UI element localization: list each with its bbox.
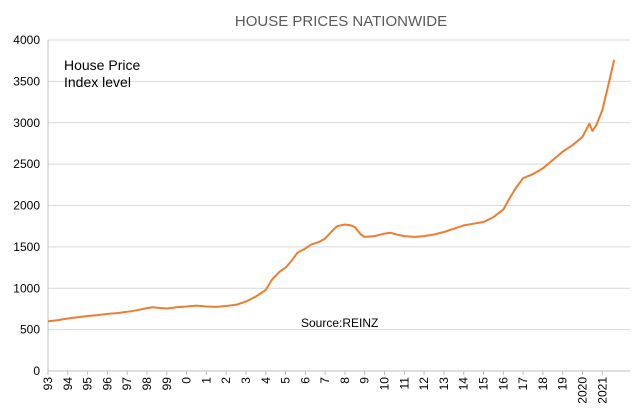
y-tick-label: 1500 (13, 240, 40, 254)
x-tick-label: 93 (41, 377, 55, 391)
x-tick-label: 17 (516, 377, 530, 391)
x-tick-label: 18 (536, 377, 550, 391)
y-tick-label: 1000 (13, 281, 40, 295)
x-tick-label: 98 (140, 377, 154, 391)
x-tick-label: 16 (496, 377, 510, 391)
y-tick-label: 2500 (13, 157, 40, 171)
gridlines (48, 39, 630, 331)
y-tick-label: 0 (33, 364, 40, 378)
x-tick-label: 15 (477, 377, 491, 391)
y-axis: 0 500 1000 1500 2000 2500 3000 3500 4000 (13, 33, 49, 378)
x-tick-label: 2020 (575, 377, 589, 404)
x-tick-label: 13 (437, 377, 451, 391)
annotation-line-2: Index level (64, 74, 131, 90)
x-tick-label: 96 (100, 377, 114, 391)
x-tick-label: 7 (318, 377, 332, 384)
chart-title: HOUSE PRICES NATIONWIDE (235, 13, 447, 30)
x-tick-label: 99 (160, 377, 174, 391)
source-label: Source:REINZ (301, 316, 378, 330)
y-tick-label: 3000 (13, 116, 40, 130)
x-tick-label: 1 (199, 377, 213, 384)
series-line-0 (47, 59, 616, 323)
y-tick-label: 2000 (13, 199, 40, 213)
series-lines (47, 59, 616, 323)
x-axis: 93 94 95 96 97 98 99 0 1 2 3 4 5 6 7 8 9 10 11 12 13 14 15 16 17… (41, 370, 630, 404)
x-tick-label: 19 (556, 377, 570, 391)
x-tick-label: 5 (279, 377, 293, 384)
annotation-line-1: House Price (64, 57, 140, 73)
x-tick-label: 2 (219, 377, 233, 384)
x-tick-label: 14 (457, 377, 471, 391)
x-tick-label: 6 (298, 377, 312, 384)
x-tick-label: 2021 (595, 377, 609, 404)
x-tick-label: 4 (259, 377, 273, 384)
y-tick-label: 3500 (13, 74, 40, 88)
x-tick-label: 11 (397, 377, 411, 390)
y-tick-label: 500 (20, 323, 40, 337)
x-tick-label: 0 (180, 377, 194, 384)
x-tick-label: 12 (417, 377, 431, 391)
y-tick-label: 4000 (13, 33, 40, 47)
x-tick-label: 9 (358, 377, 372, 384)
x-tick-label: 94 (61, 377, 75, 391)
x-tick-label: 95 (81, 377, 95, 391)
x-tick-label: 97 (120, 377, 134, 391)
x-tick-label: 8 (338, 377, 352, 384)
x-tick-label: 3 (239, 377, 253, 384)
x-tick-label: 10 (378, 377, 392, 391)
